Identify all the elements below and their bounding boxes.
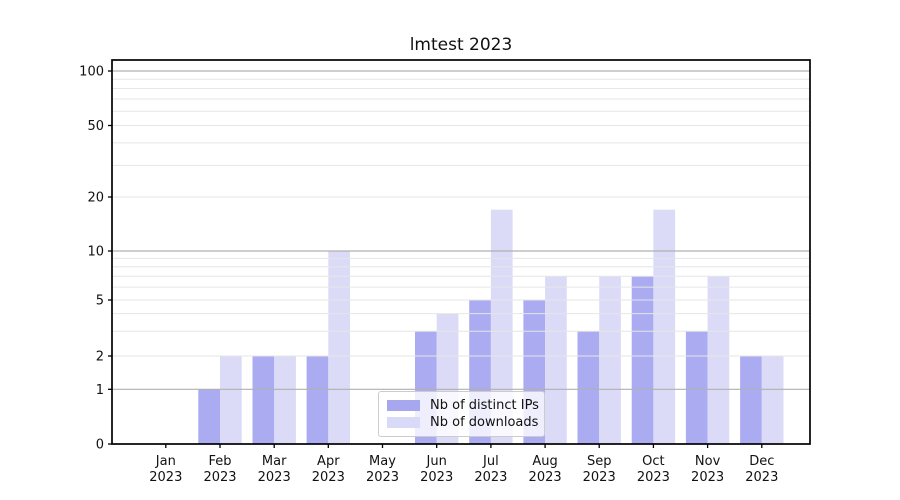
x-tick-sublabel-apr: 2023: [312, 470, 345, 485]
y-tick-label-0: 0: [96, 438, 104, 453]
x-tick-label-apr: Apr: [317, 454, 340, 469]
x-tick-sublabel-jul: 2023: [474, 470, 507, 485]
x-tick-sublabel-jun: 2023: [420, 470, 453, 485]
x-tick-sublabel-nov: 2023: [691, 470, 724, 485]
y-tick-label-50: 50: [87, 119, 104, 134]
bar-nb-of-distinct-ips-oct: [631, 276, 654, 444]
bar-nb-of-downloads-nov: [707, 276, 730, 444]
legend: Nb of distinct IPs Nb of downloads: [378, 391, 545, 437]
x-tick-sublabel-dec: 2023: [745, 470, 778, 485]
bar-nb-of-downloads-aug: [545, 276, 567, 444]
legend-swatch-downloads: [387, 417, 420, 428]
bar-nb-of-downloads-feb: [220, 356, 242, 444]
bar-nb-of-distinct-ips-dec: [740, 356, 762, 444]
x-tick-sublabel-aug: 2023: [529, 470, 562, 485]
x-tick-sublabel-mar: 2023: [258, 470, 291, 485]
chart-title: lmtest 2023: [409, 35, 513, 55]
x-tick-sublabel-sep: 2023: [583, 470, 616, 485]
y-tick-label-1: 1: [96, 383, 104, 398]
bar-nb-of-downloads-apr: [328, 251, 350, 444]
bar-nb-of-downloads-sep: [599, 276, 621, 444]
x-tick-label-jul: Jul: [482, 454, 499, 469]
x-tick-label-jun: Jun: [426, 454, 447, 469]
x-tick-sublabel-feb: 2023: [203, 470, 236, 485]
bar-nb-of-distinct-ips-feb: [198, 389, 220, 444]
bar-nb-of-distinct-ips-nov: [685, 331, 708, 444]
y-tick-label-2: 2: [96, 350, 104, 365]
y-tick-label-100: 100: [79, 65, 104, 80]
bar-nb-of-distinct-ips-mar: [252, 356, 275, 444]
x-tick-label-mar: Mar: [262, 454, 287, 469]
legend-swatch-distinct-ips: [387, 400, 420, 411]
x-tick-label-jan: Jan: [155, 454, 176, 469]
x-tick-label-sep: Sep: [587, 454, 612, 469]
bar-nb-of-downloads-mar: [274, 356, 296, 444]
bar-nb-of-distinct-ips-apr: [306, 356, 329, 444]
x-tick-sublabel-oct: 2023: [637, 470, 670, 485]
y-tick-label-20: 20: [87, 191, 104, 206]
legend-item-distinct-ips: Nb of distinct IPs: [387, 398, 539, 413]
legend-item-downloads: Nb of downloads: [387, 415, 539, 430]
legend-label-distinct-ips: Nb of distinct IPs: [430, 398, 539, 413]
bar-nb-of-downloads-oct: [653, 209, 676, 444]
legend-label-downloads: Nb of downloads: [430, 415, 539, 430]
x-tick-sublabel-may: 2023: [366, 470, 399, 485]
x-tick-label-nov: Nov: [695, 454, 721, 469]
x-tick-sublabel-jan: 2023: [149, 470, 182, 485]
y-tick-label-10: 10: [87, 245, 104, 260]
y-tick-label-5: 5: [96, 294, 104, 309]
x-tick-label-may: May: [369, 454, 396, 469]
bar-nb-of-downloads-jul: [490, 209, 513, 444]
x-tick-label-aug: Aug: [532, 454, 557, 469]
bar-nb-of-distinct-ips-sep: [577, 331, 600, 444]
plot-frame: [111, 59, 811, 445]
x-tick-label-dec: Dec: [749, 454, 774, 469]
x-tick-label-oct: Oct: [642, 454, 664, 469]
x-tick-label-feb: Feb: [208, 454, 231, 469]
bar-nb-of-downloads-dec: [761, 356, 784, 444]
